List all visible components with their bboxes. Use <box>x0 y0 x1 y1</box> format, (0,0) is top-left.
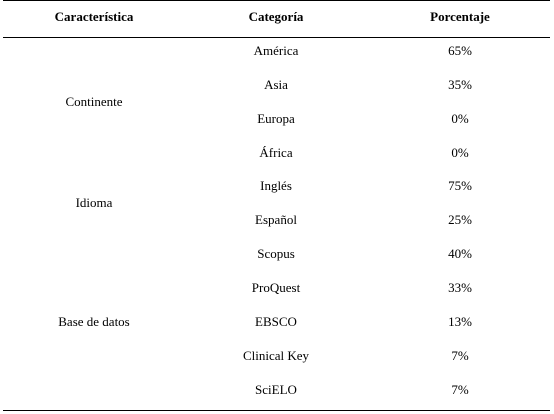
percent-cell: 7% <box>451 348 469 363</box>
percent-cell: 0% <box>451 145 469 160</box>
header-categoria: Categoría <box>248 9 304 24</box>
category-cell: EBSCO <box>255 314 297 329</box>
category-cell: Clinical Key <box>242 348 310 363</box>
percent-cell: 25% <box>448 212 472 227</box>
table-bottom-rule <box>3 410 550 411</box>
category-cell: ProQuest <box>251 280 301 295</box>
group-label-idioma: Idioma <box>75 195 113 210</box>
header-rule <box>3 37 550 38</box>
category-cell: Scopus <box>257 246 295 261</box>
header-porcentaje: Porcentaje <box>430 9 490 24</box>
percent-cell: 75% <box>448 178 472 193</box>
percent-cell: 65% <box>448 43 472 58</box>
category-cell: Español <box>255 212 297 227</box>
percent-cell: 7% <box>451 382 469 397</box>
percent-cell: 13% <box>448 314 472 329</box>
category-cell: Europa <box>257 111 295 126</box>
percent-cell: 33% <box>448 280 472 295</box>
data-table: Característica Categoría Porcentaje Cont… <box>3 0 550 412</box>
group-label-continente: Continente <box>65 94 123 109</box>
percent-cell: 0% <box>451 111 469 126</box>
header-caracteristica: Característica <box>54 9 134 24</box>
category-cell: SciELO <box>255 382 297 397</box>
table-top-rule <box>3 0 550 1</box>
category-cell: Asia <box>264 77 288 92</box>
category-cell: Inglés <box>260 178 292 193</box>
group-label-base-de-datos: Base de datos <box>58 314 130 329</box>
category-cell: África <box>259 145 293 160</box>
percent-cell: 35% <box>448 77 472 92</box>
percent-cell: 40% <box>448 246 472 261</box>
category-cell: América <box>253 43 299 58</box>
